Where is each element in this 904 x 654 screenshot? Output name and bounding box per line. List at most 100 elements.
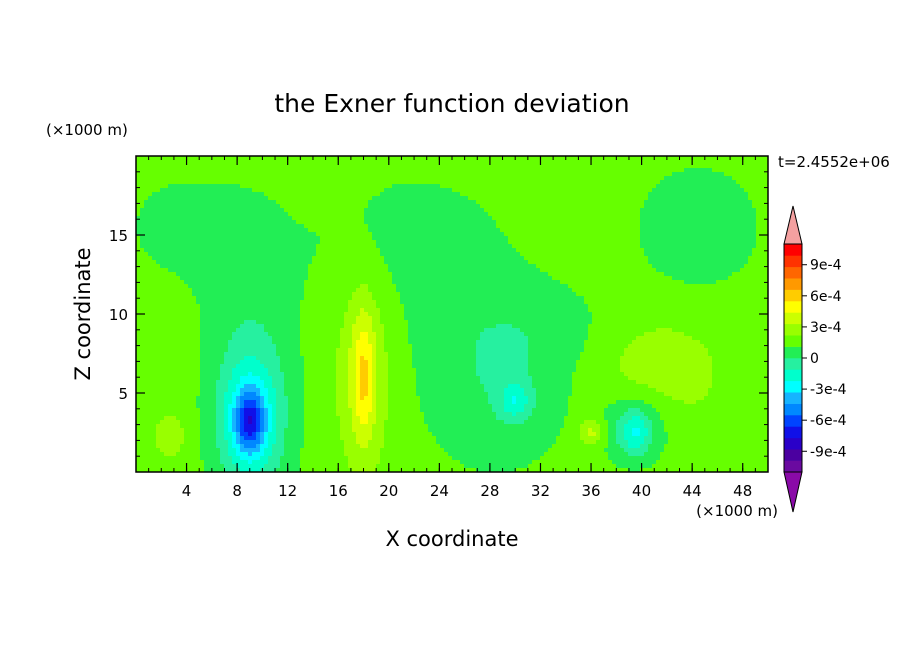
field-cell	[208, 428, 213, 433]
field-cell	[264, 440, 269, 445]
field-cell	[368, 288, 373, 293]
field-cell	[360, 400, 365, 405]
field-cell	[264, 444, 269, 449]
field-cell	[172, 264, 177, 269]
field-cell	[164, 300, 169, 305]
field-cell	[224, 364, 229, 369]
field-cell	[328, 420, 333, 425]
field-cell	[368, 292, 373, 297]
field-cell	[280, 240, 285, 245]
field-cell	[304, 360, 309, 365]
field-cell	[152, 340, 157, 345]
field-cell	[364, 396, 369, 401]
field-cell	[240, 200, 245, 205]
field-cell	[368, 332, 373, 337]
field-cell	[164, 296, 169, 301]
field-cell	[356, 260, 361, 265]
field-cell	[296, 432, 301, 437]
field-cell	[148, 320, 153, 325]
field-cell	[348, 432, 353, 437]
field-cell	[192, 452, 197, 457]
field-cell	[208, 232, 213, 237]
field-cell	[312, 404, 317, 409]
field-cell	[240, 212, 245, 217]
field-cell	[328, 320, 333, 325]
field-cell	[300, 436, 305, 441]
field-cell	[376, 340, 381, 345]
field-cell	[144, 432, 149, 437]
field-cell	[148, 204, 153, 209]
field-cell	[388, 224, 393, 229]
field-cell	[332, 172, 337, 177]
field-cell	[288, 400, 293, 405]
field-cell	[312, 268, 317, 273]
field-cell	[236, 428, 241, 433]
field-cell	[172, 232, 177, 237]
field-cell	[276, 308, 281, 313]
field-cell	[324, 328, 329, 333]
field-cell	[360, 176, 365, 181]
field-cell	[260, 212, 265, 217]
field-cell	[356, 436, 361, 441]
field-cell	[200, 236, 205, 241]
field-cell	[360, 296, 365, 301]
field-cell	[336, 384, 341, 389]
field-cell	[376, 252, 381, 257]
field-cell	[260, 380, 265, 385]
field-cell	[312, 256, 317, 261]
field-cell	[156, 276, 161, 281]
field-cell	[240, 412, 245, 417]
field-cell	[172, 252, 177, 257]
field-cell	[380, 192, 385, 197]
field-cell	[184, 392, 189, 397]
field-cell	[260, 388, 265, 393]
field-cell	[344, 244, 349, 249]
field-cell	[376, 260, 381, 265]
field-cell	[340, 188, 345, 193]
field-cell	[284, 216, 289, 221]
field-cell	[168, 212, 173, 217]
field-cell	[204, 260, 209, 265]
field-cell	[228, 264, 233, 269]
field-cell	[344, 228, 349, 233]
field-cell	[208, 408, 213, 413]
field-cell	[192, 328, 197, 333]
field-cell	[324, 352, 329, 357]
field-cell	[268, 256, 273, 261]
field-cell	[248, 364, 253, 369]
field-cell	[312, 240, 317, 245]
field-cell	[196, 236, 201, 241]
field-cell	[380, 428, 385, 433]
field-cell	[380, 276, 385, 281]
field-cell	[256, 256, 261, 261]
field-cell	[152, 288, 157, 293]
field-cell	[136, 176, 141, 181]
field-cell	[256, 276, 261, 281]
field-cell	[240, 356, 245, 361]
field-cell	[304, 320, 309, 325]
field-cell	[308, 220, 313, 225]
field-cell	[172, 280, 177, 285]
field-cell	[368, 412, 373, 417]
field-cell	[340, 228, 345, 233]
field-cell	[180, 180, 185, 185]
field-cell	[288, 264, 293, 269]
field-cell	[204, 328, 209, 333]
field-cell	[160, 268, 165, 273]
field-cell	[184, 192, 189, 197]
field-cell	[264, 416, 269, 421]
field-cell	[264, 212, 269, 217]
field-cell	[280, 244, 285, 249]
field-cell	[336, 376, 341, 381]
field-cell	[200, 456, 205, 461]
field-cell	[304, 372, 309, 377]
field-cell	[216, 164, 221, 169]
field-cell	[164, 356, 169, 361]
field-cell	[192, 192, 197, 197]
field-cell	[328, 364, 333, 369]
field-cell	[268, 260, 273, 265]
field-cell	[208, 296, 213, 301]
field-cell	[240, 364, 245, 369]
field-cell	[336, 212, 341, 217]
field-cell	[256, 156, 261, 161]
